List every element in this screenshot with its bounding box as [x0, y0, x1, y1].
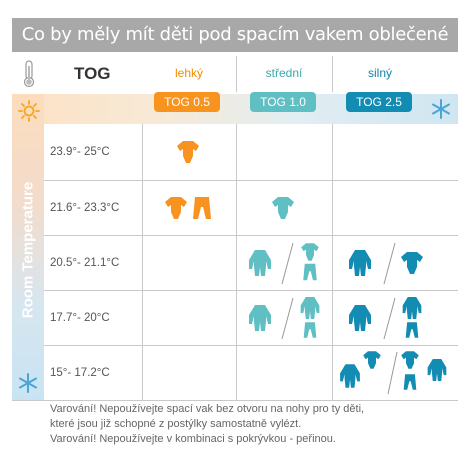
- sleeper-icon: [402, 296, 422, 320]
- pants-icon: [405, 322, 419, 338]
- divider-slash: [383, 297, 396, 340]
- sleeper-icon: [340, 364, 360, 388]
- warning-line: které jsou již schopné z postýlky samost…: [50, 418, 302, 430]
- pants-icon: [403, 374, 417, 390]
- bodysuit-icon: [401, 252, 423, 274]
- bodysuit-icon: [363, 351, 381, 369]
- pants-icon: [193, 197, 211, 219]
- warning-line: Varování! Nepoužívejte v kombinaci s pok…: [50, 433, 336, 445]
- divider-slash: [387, 351, 398, 395]
- tog-pill-heavy: TOG 2.5: [346, 92, 412, 112]
- warning-text: Varování! Nepoužívejte spací vak bez otv…: [50, 402, 450, 447]
- divider-slash: [281, 297, 294, 340]
- grid-line: [44, 290, 458, 291]
- temperature-row-1: 23.9°- 25°C: [50, 146, 110, 158]
- sleeper-icon: [349, 250, 371, 276]
- grid-line: [44, 180, 458, 181]
- sleeper-icon: [249, 250, 271, 276]
- temperature-row-3: 20.5°- 21.1°C: [50, 257, 120, 269]
- tog-pill-medium: TOG 1.0: [250, 92, 316, 112]
- divider-slash: [383, 242, 396, 285]
- column-label-medium: střední: [265, 66, 303, 80]
- grid-line: [44, 235, 458, 236]
- grid-line: [12, 400, 458, 401]
- pants-icon: [303, 263, 317, 281]
- sleeper-icon: [427, 358, 447, 382]
- grid-line: [236, 124, 237, 400]
- grid-line: [44, 345, 458, 346]
- bodysuit-icon: [401, 351, 419, 369]
- column-label-heavy: silný: [367, 66, 392, 80]
- sleeper-icon: [349, 305, 371, 331]
- snowflake-icon: [19, 373, 37, 393]
- thermometer-icon: [23, 60, 35, 88]
- temperature-row-4: 17.7°- 20°C: [50, 312, 110, 324]
- warning-line: Varování! Nepoužívejte spací vak bez otv…: [50, 403, 365, 415]
- bodysuit-icon: [272, 197, 294, 219]
- bodysuit-icon: [301, 243, 319, 261]
- temperature-sidebar: [12, 94, 44, 400]
- tog-pill-light: TOG 0.5: [154, 92, 220, 112]
- sun-icon: [18, 100, 40, 122]
- pants-icon: [303, 322, 317, 338]
- snowflake-icon: [432, 99, 450, 119]
- tog-heading: TOG: [74, 64, 111, 83]
- grid-line: [332, 124, 333, 400]
- sleeper-icon: [300, 296, 320, 320]
- page-title: Co by měly mít děti pod spacím vakem obl…: [12, 18, 458, 52]
- grid-line: [236, 56, 237, 92]
- grid-line: [332, 56, 333, 92]
- grid-line: [142, 124, 143, 400]
- sleeper-icon: [249, 305, 271, 331]
- temperature-row-2: 21.6°- 23.3°C: [50, 202, 120, 214]
- temperature-row-5: 15°- 17.2°C: [50, 367, 110, 379]
- divider-slash: [281, 242, 294, 285]
- bodysuit-icon: [165, 197, 187, 219]
- bodysuit-icon: [177, 141, 199, 163]
- column-label-light: lehký: [174, 66, 203, 80]
